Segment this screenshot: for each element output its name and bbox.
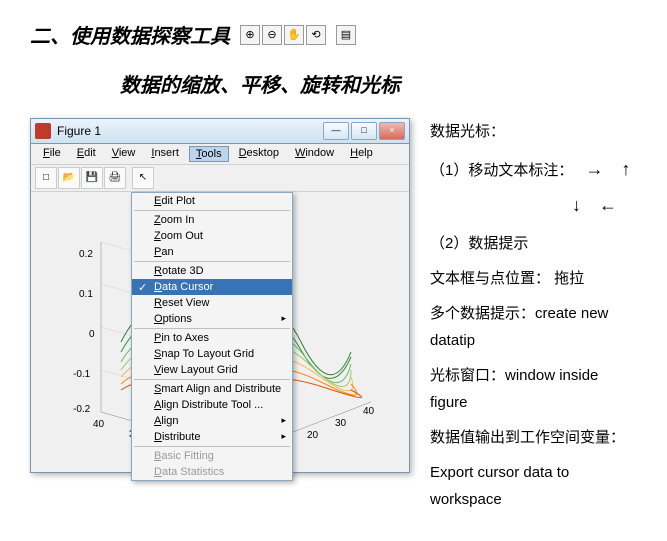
note-line: （2）数据提示 [430, 230, 637, 257]
menu-insert[interactable]: Insert [145, 146, 185, 162]
menu-window[interactable]: Window [289, 146, 340, 162]
note-line: （1）移动文本标注： → ↑ [430, 153, 637, 185]
menu-item[interactable]: Pin to Axes [132, 330, 292, 346]
menu-tools[interactable]: Tools [189, 146, 229, 162]
menu-item[interactable]: Zoom In [132, 212, 292, 228]
svg-text:-0.1: -0.1 [73, 369, 91, 380]
rotate-icon: ⟲ [306, 25, 326, 45]
figure-content: 0.2 0.1 0 -0.1 -0.2 40 30 20 10 0 0 10 [31, 192, 409, 472]
menu-item: Data Statistics [132, 464, 292, 480]
menu-item[interactable]: Edit Plot [132, 193, 292, 209]
notes-panel: 数据光标： （1）移动文本标注： → ↑ ↓ ← （2）数据提示 文本框与点位置… [430, 118, 637, 521]
note-line: 数据值输出到工作空间变量： [430, 424, 637, 451]
note-line: 多个数据提示：create new datatip [430, 300, 637, 354]
note-line: 数据光标： [430, 118, 637, 145]
zoom-in-icon: ⊕ [240, 25, 260, 45]
svg-text:30: 30 [335, 418, 347, 429]
arrow-set-1: → ↑ [586, 153, 631, 185]
svg-text:-0.2: -0.2 [73, 404, 91, 415]
new-fig-icon[interactable]: □ [35, 167, 57, 189]
menu-item[interactable]: Smart Align and Distribute [132, 381, 292, 397]
svg-text:0.1: 0.1 [79, 289, 93, 300]
svg-text:0: 0 [89, 329, 95, 340]
save-icon[interactable]: 💾 [81, 167, 103, 189]
note-line: Export cursor data to workspace [430, 459, 637, 513]
menu-item: Basic Fitting [132, 448, 292, 464]
open-icon[interactable]: 📂 [58, 167, 80, 189]
pan-icon: ✋ [284, 25, 304, 45]
minimize-button[interactable]: — [323, 122, 349, 140]
menu-edit[interactable]: Edit [71, 146, 102, 162]
figure-toolbar: □ 📂 💾 🖨 ↖ [31, 165, 409, 192]
menu-item[interactable]: Data Cursor [132, 279, 292, 295]
close-button[interactable]: × [379, 122, 405, 140]
matlab-icon [35, 123, 51, 139]
heading-title: 二、使用数据探察工具 [30, 20, 230, 49]
figure-menubar: FileEditViewInsertToolsDesktopWindowHelp [31, 144, 409, 165]
menu-item[interactable]: Pan [132, 244, 292, 260]
header-icon-group: ⊕ ⊖ ✋ ⟲ ▤ [240, 25, 356, 45]
menu-desktop[interactable]: Desktop [233, 146, 285, 162]
arrow-icon[interactable]: ↖ [132, 167, 154, 189]
menu-view[interactable]: View [106, 146, 142, 162]
menu-item[interactable]: Rotate 3D [132, 263, 292, 279]
zoom-out-icon: ⊖ [262, 25, 282, 45]
menu-item[interactable]: Reset View [132, 295, 292, 311]
figure-titlebar: Figure 1 — □ × [31, 119, 409, 144]
menu-item[interactable]: Distribute [132, 429, 292, 445]
menu-item[interactable]: Align [132, 413, 292, 429]
maximize-button[interactable]: □ [351, 122, 377, 140]
menu-file[interactable]: File [37, 146, 67, 162]
figure-title: Figure 1 [57, 124, 323, 138]
menu-item[interactable]: Zoom Out [132, 228, 292, 244]
figure-window: Figure 1 — □ × FileEditViewInsertToolsDe… [30, 118, 410, 473]
svg-text:40: 40 [363, 406, 375, 417]
arrow-set-2: ↓ ← [430, 189, 617, 221]
menu-item[interactable]: View Layout Grid [132, 362, 292, 378]
menu-help[interactable]: Help [344, 146, 379, 162]
svg-text:20: 20 [307, 430, 319, 441]
menu-item[interactable]: Snap To Layout Grid [132, 346, 292, 362]
data-cursor-icon: ▤ [336, 25, 356, 45]
tools-dropdown: Edit PlotZoom InZoom OutPanRotate 3DData… [131, 192, 293, 481]
note-line: 光标窗口：window inside figure [430, 362, 637, 416]
svg-text:0.2: 0.2 [79, 249, 93, 260]
print-icon[interactable]: 🖨 [104, 167, 126, 189]
menu-item[interactable]: Options [132, 311, 292, 327]
svg-text:40: 40 [93, 419, 105, 430]
note-line: 文本框与点位置： 拖拉 [430, 265, 637, 292]
heading-subtitle: 数据的缩放、平移、旋转和光标 [120, 69, 637, 98]
menu-item[interactable]: Align Distribute Tool ... [132, 397, 292, 413]
